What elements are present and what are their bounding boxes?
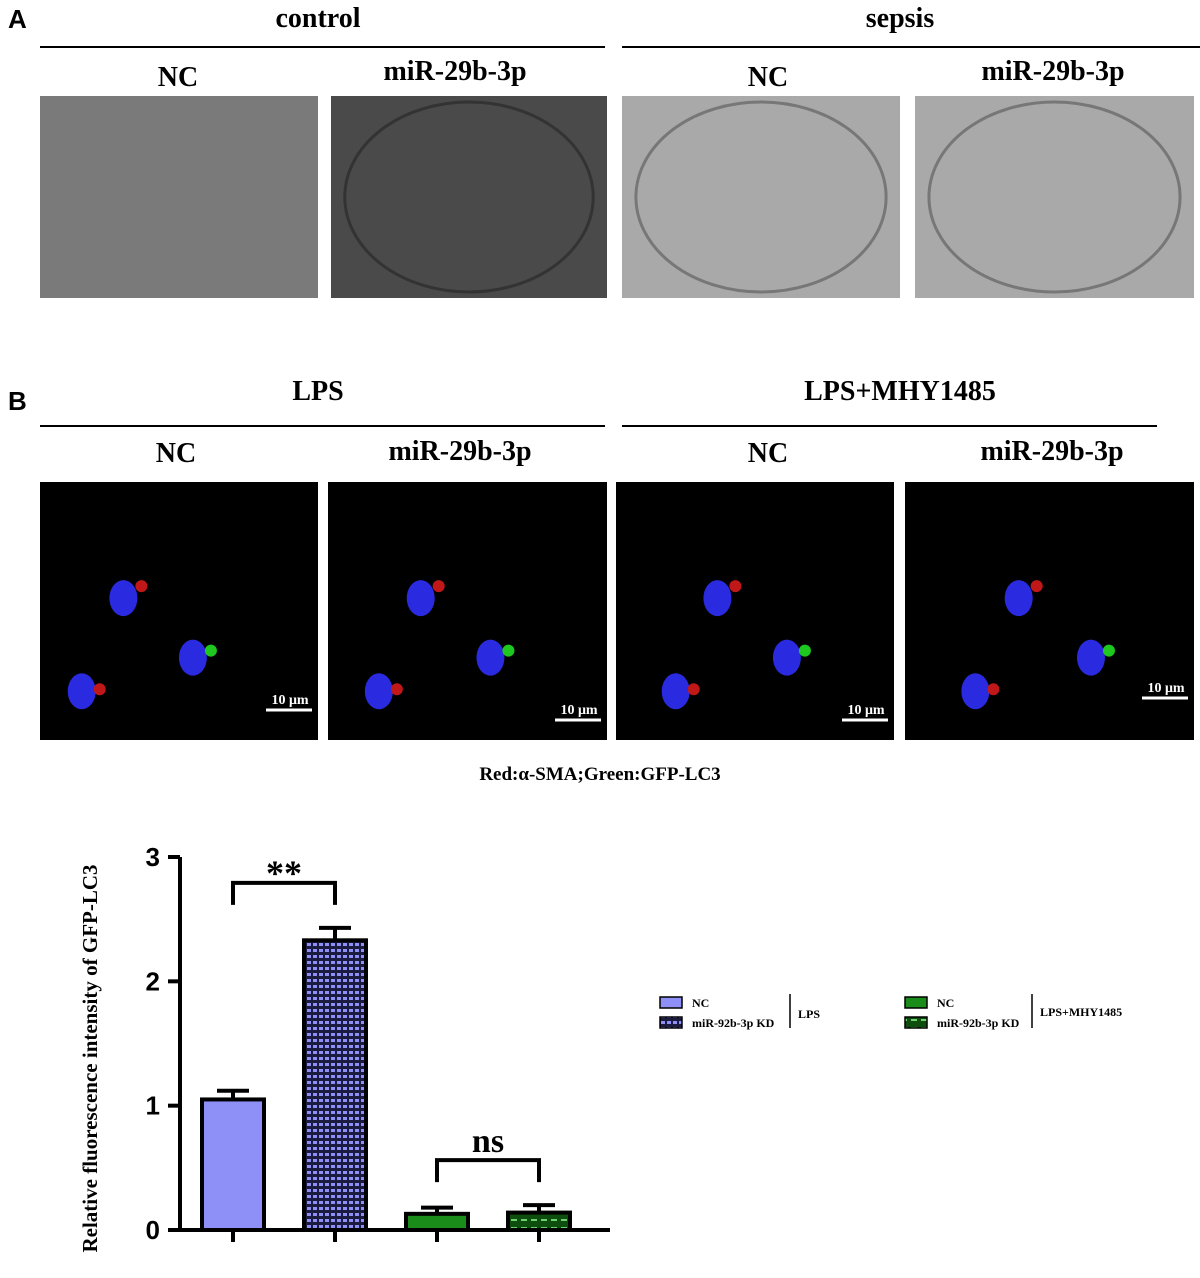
cell-stain [390,683,403,696]
bar [302,938,368,1232]
column-title: NC [748,62,788,93]
legend-group-label: LPS [798,1007,820,1021]
bar [506,1210,572,1233]
legend-label: NC [692,996,709,1010]
micrograph [616,482,894,740]
micrograph [331,96,607,298]
legend-group-label: LPS+MHY1485 [1040,1005,1122,1019]
legend-swatch [659,996,683,1009]
micrograph-detail [927,100,1182,294]
cell-stain [1102,644,1115,657]
legend-label: NC [937,996,954,1010]
scale-bar-label: 10 μm [560,703,597,718]
nucleus [772,639,801,676]
y-tick-label: 1 [146,1091,160,1121]
nucleus [364,673,393,710]
group-title: LPS+MHY1485 [804,376,996,407]
significance-bracket [231,880,337,905]
legend-swatch [904,1016,928,1029]
bar [200,1097,266,1232]
micrograph [622,96,900,298]
cell-stain [135,580,148,593]
y-tick-label: 3 [146,842,160,872]
column-title: NC [748,438,788,469]
cell-stain [432,580,445,593]
cell-stain [687,683,700,696]
nucleus [178,639,207,676]
nucleus [1076,639,1105,676]
cell-stain [729,580,742,593]
column-title: miR-29b-3p [388,436,531,467]
cell-stain [1030,580,1043,593]
nucleus [661,673,690,710]
micrograph [915,96,1194,298]
y-tick-label: 0 [146,1215,160,1245]
cell-stain [204,644,217,657]
significance-label: ns [472,1123,504,1160]
legend-swatch [659,1016,683,1029]
column-title: miR-29b-3p [981,56,1124,87]
column-title: NC [156,438,196,469]
nucleus [109,580,138,617]
cell-stain [798,644,811,657]
cell-stain [987,683,1000,696]
y-axis-label: Relative fluorescence intensity of GFP-L… [78,864,102,1252]
nucleus [961,673,990,710]
column-title: NC [158,62,198,93]
micrograph-detail [343,100,595,294]
micrograph-detail [634,100,888,294]
nucleus [1004,580,1033,617]
bar [404,1211,470,1233]
panel-label: A [8,4,27,34]
scale-bar-label: 10 μm [271,693,308,708]
legend-swatch [904,996,928,1009]
significance-bracket [435,1158,541,1183]
nucleus [406,580,435,617]
column-title: miR-29b-3p [383,56,526,87]
caption: Red:α-SMA;Green:GFP-LC3 [479,764,720,785]
group-title: LPS [292,376,343,407]
micrograph [40,96,318,298]
panel-label: B [8,386,27,416]
nucleus [476,639,505,676]
micrograph [905,482,1194,740]
legend-label: miR-92b-3p KD [692,1016,775,1030]
legend-label: miR-92b-3p KD [937,1016,1020,1030]
scale-bar-label: 10 μm [847,703,884,718]
group-title: sepsis [866,3,935,34]
scale-bar-label: 10 μm [1147,681,1184,696]
column-title: miR-29b-3p [980,436,1123,467]
group-title: control [275,3,360,34]
significance-label: ** [266,853,302,893]
cell-stain [93,683,106,696]
y-tick-label: 2 [146,966,160,996]
nucleus [67,673,96,710]
cell-stain [502,644,515,657]
nucleus [703,580,732,617]
